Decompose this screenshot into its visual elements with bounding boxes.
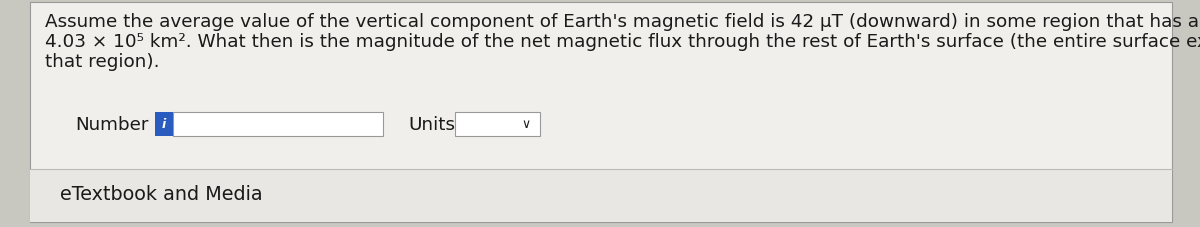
Text: eTextbook and Media: eTextbook and Media xyxy=(60,185,263,204)
Bar xyxy=(30,169,1172,222)
Text: ∨: ∨ xyxy=(522,118,530,131)
Bar xyxy=(173,113,383,136)
Text: Assume the average value of the vertical component of Earth's magnetic field is : Assume the average value of the vertical… xyxy=(46,13,1200,31)
Text: that region).: that region). xyxy=(46,53,160,71)
Text: 4.03 × 10⁵ km². What then is the magnitude of the net magnetic flux through the : 4.03 × 10⁵ km². What then is the magnitu… xyxy=(46,33,1200,51)
Bar xyxy=(455,113,540,136)
Text: i: i xyxy=(162,118,166,131)
Text: Number: Number xyxy=(74,116,149,133)
Text: Units: Units xyxy=(408,116,455,133)
Bar xyxy=(155,113,173,136)
